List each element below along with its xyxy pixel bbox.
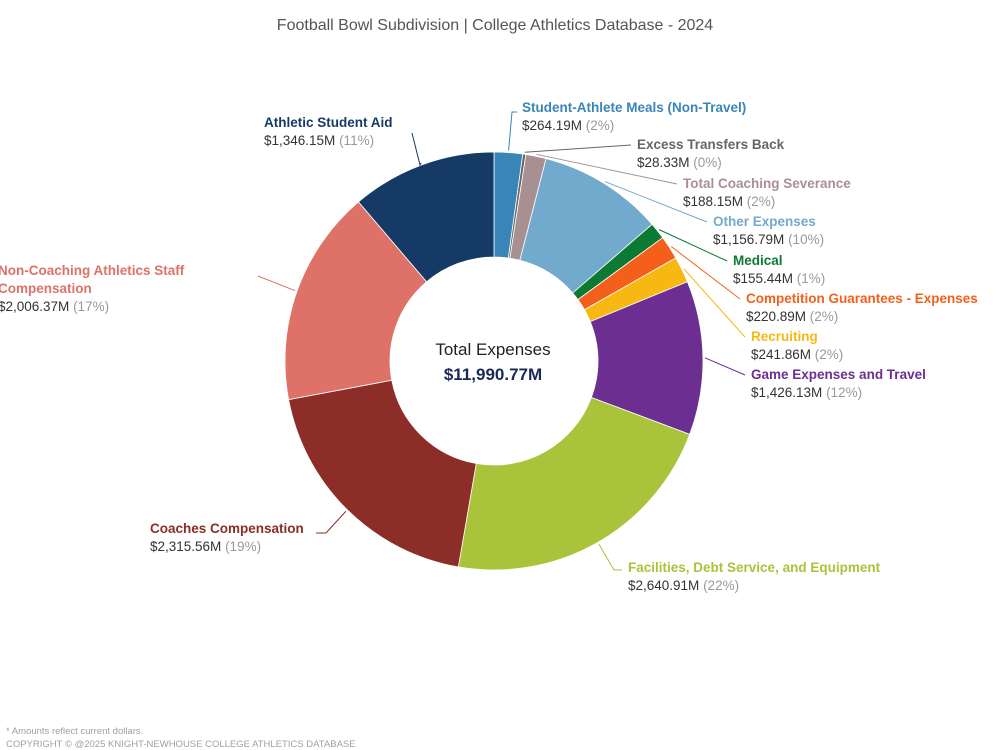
slice-value-label: $1,346.15M (11%) (264, 133, 374, 148)
slice-name-label: Coaches Compensation (150, 521, 304, 536)
center-value: $11,990.77M (444, 365, 542, 384)
slice-label: Excess Transfers Back $28.33M (0%) (637, 137, 785, 170)
slice-label: Facilities, Debt Service, and Equipment $… (628, 560, 881, 593)
slice-value-label: $264.19M (2%) (522, 118, 614, 133)
leader-line (316, 510, 347, 534)
slice-value-label: $188.15M (2%) (683, 194, 775, 209)
slice-value-label: $155.44M (1%) (733, 271, 825, 286)
slice-value-label: $241.86M (2%) (751, 347, 843, 362)
slice-labels: Student-Athlete Meals (Non-Travel) $264.1… (0, 100, 978, 593)
slice-label: Medical $155.44M (1%) (733, 253, 825, 286)
slice-percent-label: (22%) (703, 578, 739, 593)
slice-label: Other Expenses $1,156.79M (10%) (713, 214, 824, 247)
leader-line (257, 275, 296, 292)
slice-percent-label: (0%) (693, 155, 722, 170)
footnote: * Amounts reflect current dollars. (6, 726, 144, 737)
leader-line (604, 181, 708, 223)
slice-percent-label: (17%) (73, 299, 109, 314)
copyright: COPYRIGHT © @2025 KNIGHT-NEWHOUSE COLLEG… (6, 739, 356, 750)
leader-line (598, 543, 622, 571)
leader-line (508, 111, 517, 151)
slice-value-label: $220.89M (2%) (746, 309, 838, 324)
slice-percent-label: (11%) (339, 133, 374, 148)
leader-line (536, 153, 678, 185)
leader-line (670, 246, 741, 300)
slice-value-label: $28.33M (0%) (637, 155, 722, 170)
slice-coaches-compensation[interactable] (288, 379, 477, 568)
slice-percent-label: (1%) (797, 271, 826, 286)
slice-name-label: Excess Transfers Back (637, 137, 785, 152)
slice-name-label: Other Expenses (713, 214, 816, 229)
slice-label: Athletic Student Aid $1,346.15M (11%) (264, 115, 393, 148)
slice-value-label: $1,426.13M (12%) (751, 385, 862, 400)
slice-label: Recruiting $241.86M (2%) (751, 329, 843, 362)
slice-label: Student-Athlete Meals (Non-Travel) $264.1… (522, 100, 746, 133)
slice-value-label: $1,156.79M (10%) (713, 232, 824, 247)
leader-line (658, 229, 728, 262)
slice-label: Game Expenses and Travel $1,426.13M (12%) (751, 367, 926, 400)
slice-percent-label: (2%) (815, 347, 844, 362)
slice-non-coaching-athletics-staff-compensation[interactable] (284, 201, 428, 401)
slice-percent-label: (19%) (225, 539, 261, 554)
slice-percent-label: (2%) (810, 309, 839, 324)
leader-line (683, 268, 746, 338)
leader-line (524, 144, 632, 153)
chart-title: Football Bowl Subdivision | College Athl… (277, 17, 714, 34)
slice-name-label: Competition Guarantees - Expenses (746, 291, 978, 306)
slice-name-label: Non-Coaching Athletics Staff (0, 263, 185, 278)
leader-line (411, 132, 422, 167)
donut-slices (284, 151, 704, 571)
leader-line (704, 357, 746, 376)
slice-percent-label: (2%) (747, 194, 776, 209)
slice-label: Competition Guarantees - Expenses $220.89… (746, 291, 978, 324)
slice-name-label: Recruiting (751, 329, 818, 344)
slice-value-label: $2,006.37M (17%) (0, 299, 109, 314)
slice-name-label: Compensation (0, 281, 92, 296)
slice-percent-label: (2%) (586, 118, 615, 133)
slice-value-label: $2,640.91M (22%) (628, 578, 739, 593)
slice-athletic-student-aid[interactable] (357, 151, 495, 283)
slice-facilities-debt-service-and-equipment[interactable] (457, 396, 691, 571)
slice-name-label: Facilities, Debt Service, and Equipment (628, 560, 881, 575)
slice-percent-label: (12%) (826, 385, 862, 400)
center-label: Total Expenses (435, 340, 550, 359)
slice-name-label: Athletic Student Aid (264, 115, 393, 130)
slice-label: Coaches Compensation $2,315.56M (19%) (150, 521, 304, 554)
slice-value-label: $2,315.56M (19%) (150, 539, 261, 554)
slice-name-label: Medical (733, 253, 783, 268)
slice-label: Non-Coaching Athletics Staff Compensation… (0, 263, 185, 314)
slice-name-label: Game Expenses and Travel (751, 367, 926, 382)
slice-label: Total Coaching Severance $188.15M (2%) (683, 176, 851, 209)
slice-name-label: Total Coaching Severance (683, 176, 851, 191)
slice-name-label: Student-Athlete Meals (Non-Travel) (522, 100, 746, 115)
slice-percent-label: (10%) (788, 232, 824, 247)
